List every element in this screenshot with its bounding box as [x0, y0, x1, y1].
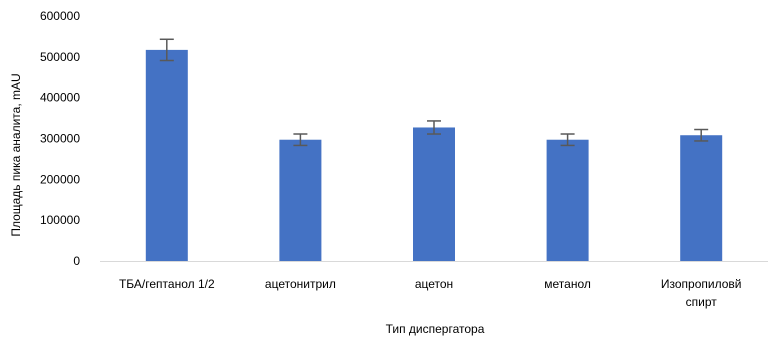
bar	[413, 127, 455, 261]
x-tick-label-line: ацетон	[415, 277, 453, 291]
x-tick-label-line: Изопропиловй	[661, 277, 742, 291]
error-bar	[159, 38, 174, 62]
y-tick-label: 0	[73, 254, 80, 268]
y-tick-label: 300000	[40, 132, 80, 146]
x-tick-label-line: ацетонитрил	[265, 277, 336, 291]
bar	[145, 49, 188, 262]
bars	[145, 49, 723, 262]
y-axis-ticks: 0 100000 200000 300000 400000 500000 600000	[40, 9, 80, 268]
x-tick-label-line: метанол	[544, 277, 591, 291]
x-tick-label-line: спирт	[686, 295, 718, 309]
bar	[546, 139, 589, 261]
x-axis-ticks: ТБА/гептанол 1/2 ацетонитрил ацетон метанол…	[119, 277, 742, 309]
error-bars	[159, 38, 709, 147]
y-tick-label: 100000	[40, 213, 80, 227]
y-tick-label: 200000	[40, 172, 80, 186]
y-tick-label: 400000	[40, 91, 80, 105]
bar	[279, 139, 322, 261]
x-tick-label: Изопропиловй спирт	[661, 277, 742, 309]
x-tick-label: ацетон	[415, 277, 453, 291]
error-bar	[293, 133, 308, 147]
y-axis-label: Площадь пика аналита, mAU	[9, 73, 23, 236]
x-tick-label: ацетонитрил	[265, 277, 336, 291]
error-bar	[560, 133, 575, 147]
x-tick-label-line: ТБА/гептанол 1/2	[119, 277, 215, 291]
error-bar	[694, 128, 709, 142]
bar	[680, 135, 723, 261]
x-tick-label: метанол	[544, 277, 591, 291]
error-bar	[427, 120, 441, 135]
x-axis-label: Тип диспергатора	[386, 322, 485, 336]
y-tick-label: 600000	[40, 9, 80, 23]
x-tick-label: ТБА/гептанол 1/2	[119, 277, 215, 291]
y-tick-label: 500000	[40, 50, 80, 64]
